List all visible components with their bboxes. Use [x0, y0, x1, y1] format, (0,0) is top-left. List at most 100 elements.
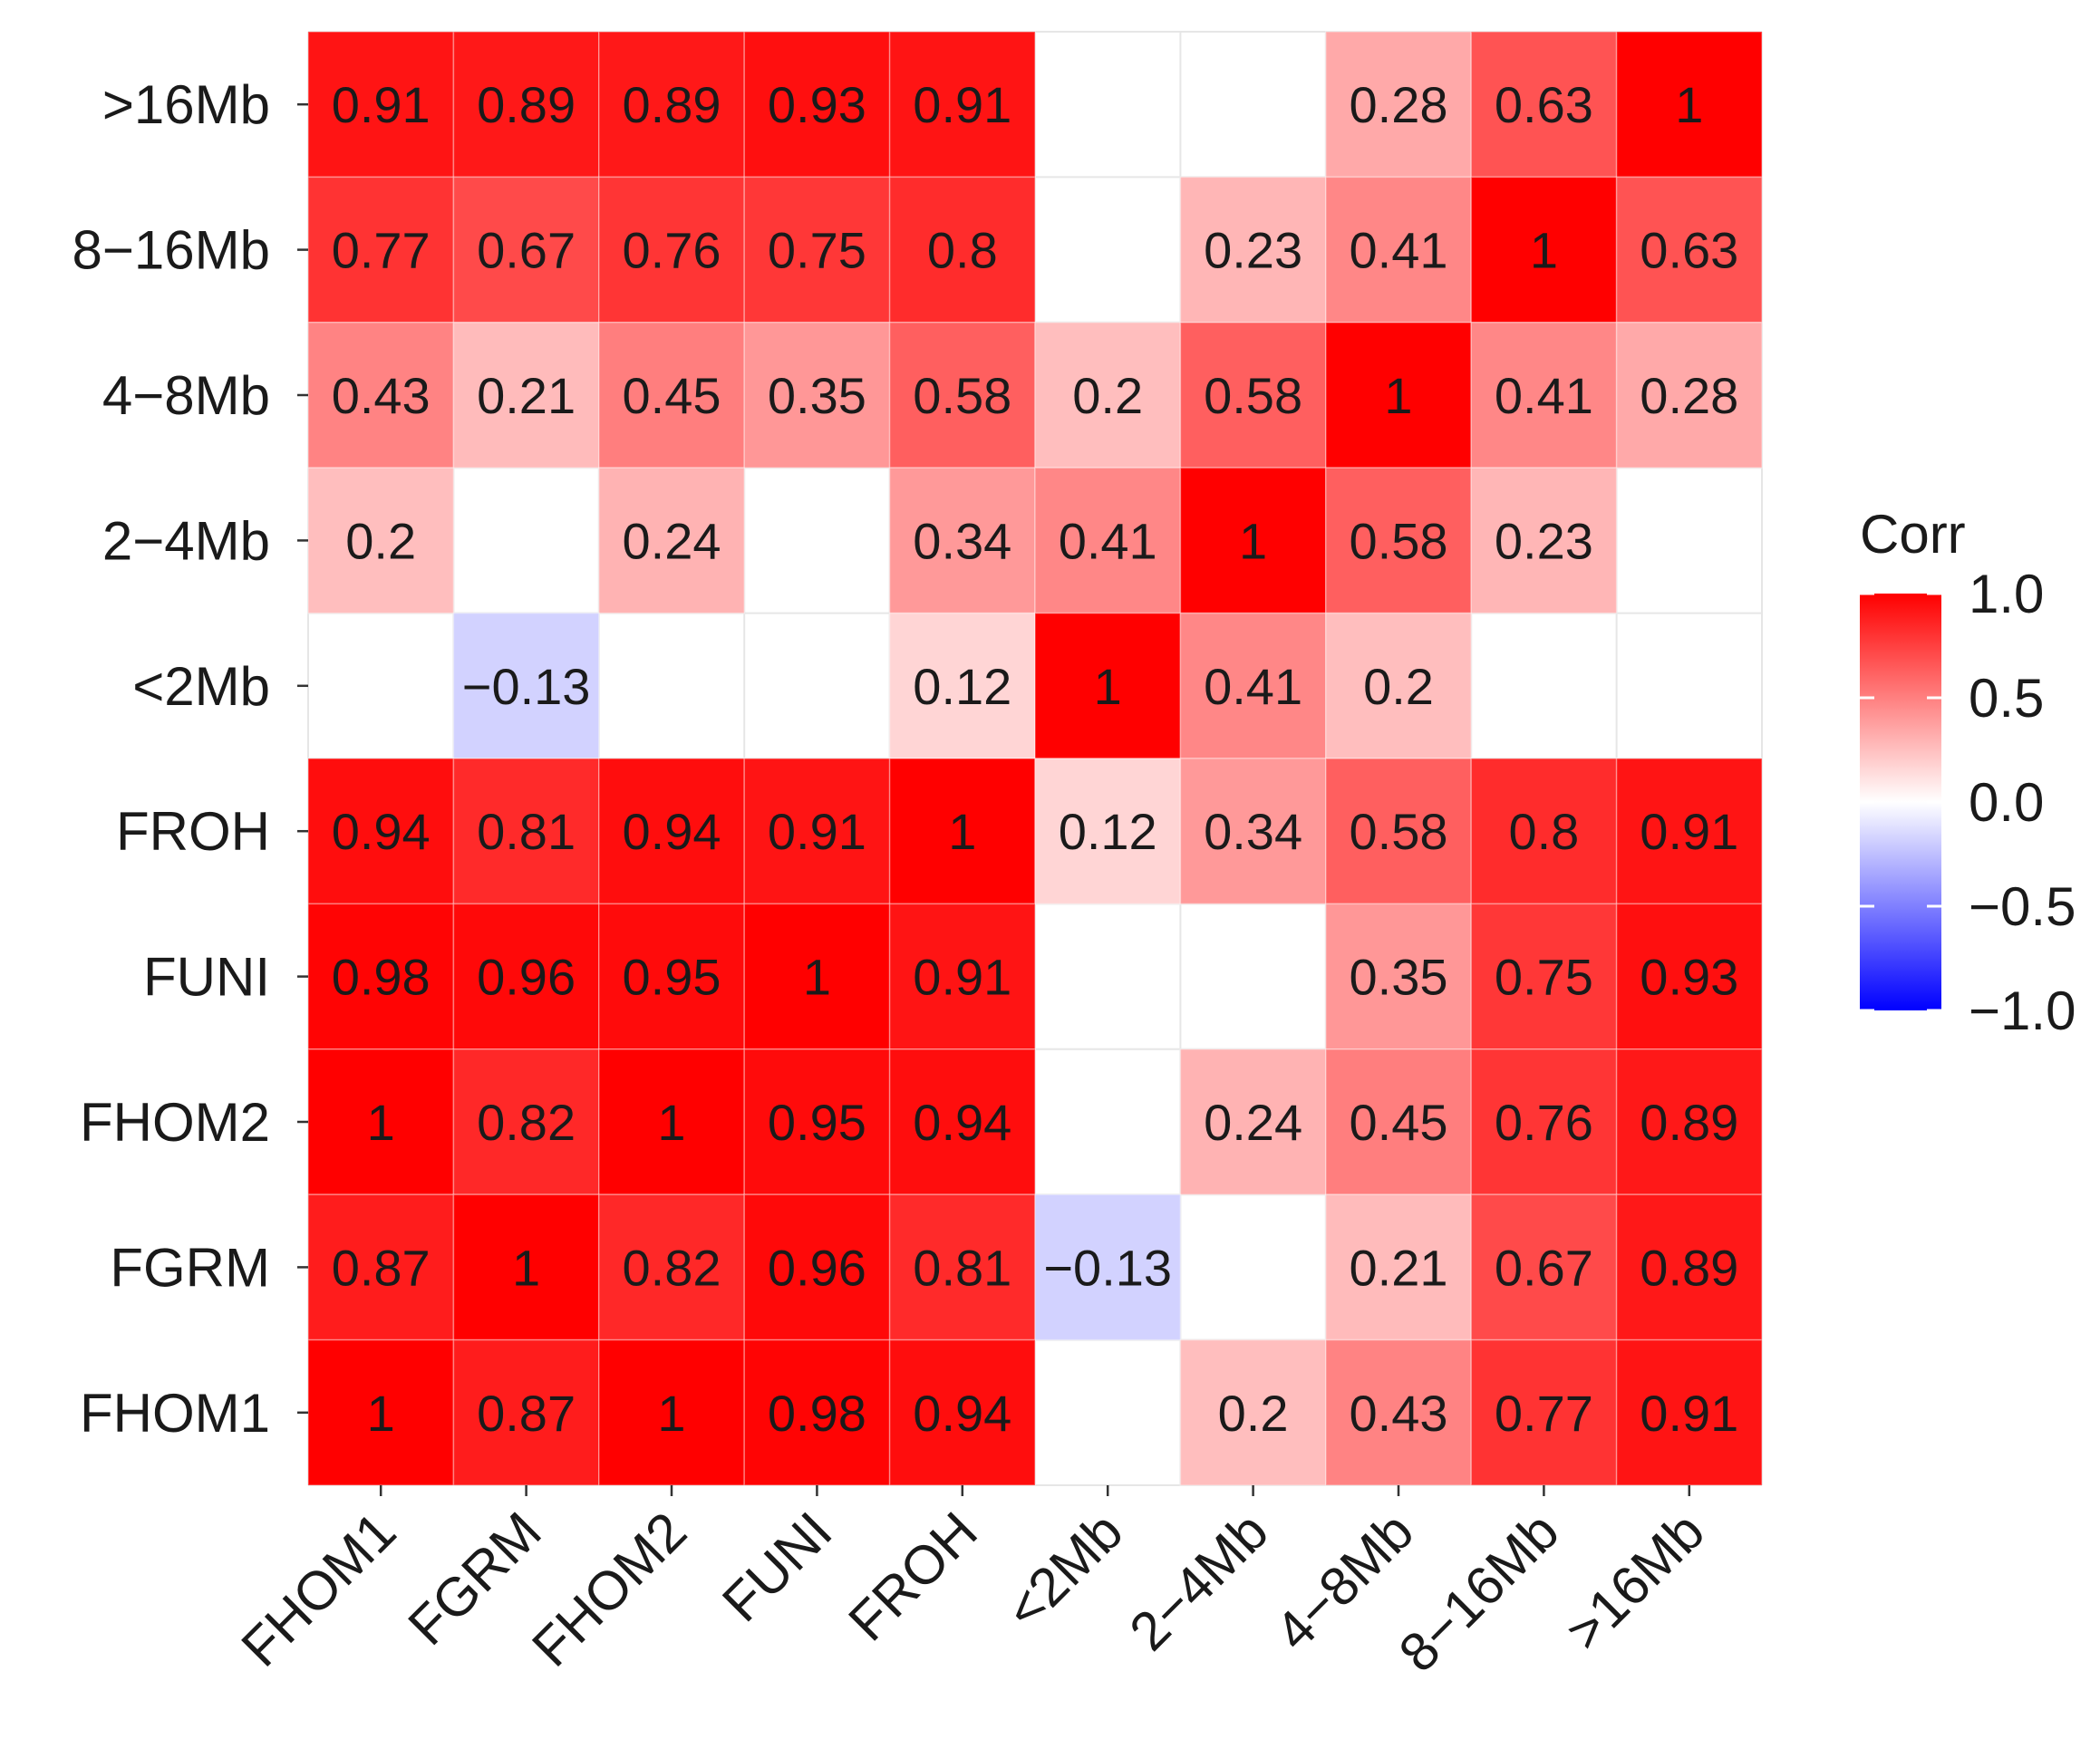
cell-value-label: 0.45: [623, 367, 721, 424]
heatmap-cell: [1470, 176, 1618, 324]
x-tick-label: 2−4Mb: [1118, 1501, 1280, 1662]
cell-value-label: 0.98: [768, 1385, 866, 1442]
heatmap-cell: [743, 1338, 891, 1486]
cell-value-label: 0.21: [477, 367, 576, 424]
cell-value-label: 1: [512, 1239, 540, 1296]
x-tick-label: 8−16Mb: [1388, 1501, 1571, 1684]
cell-value-label: 0.94: [913, 1385, 1011, 1442]
cell-value-label: 0.95: [768, 1094, 866, 1151]
cell-value-label: 0.96: [768, 1239, 866, 1296]
cell-value-label: 0.94: [623, 803, 721, 860]
cell-value-label: 1: [657, 1094, 685, 1151]
heatmap-cell: [307, 467, 455, 614]
cell-value-label: 0.2: [1218, 1385, 1289, 1442]
heatmap-cells: [307, 31, 1763, 1486]
heatmap-cell: [1615, 758, 1763, 905]
cell-value-label: 0.76: [1495, 1094, 1593, 1151]
heatmap-cell: [1325, 467, 1472, 614]
cell-value-label: 1: [1675, 76, 1703, 133]
cell-value-label: 0.28: [1640, 367, 1738, 424]
cell-value-label: 0.77: [332, 222, 431, 279]
heatmap-cell: [1179, 176, 1327, 324]
cell-value-label: 0.23: [1204, 222, 1302, 279]
cell-value-label: 0.34: [1204, 803, 1302, 860]
heatmap-cell: [1179, 322, 1327, 469]
x-tick-label: <2Mb: [994, 1501, 1135, 1641]
cell-value-label: 0.77: [1495, 1385, 1593, 1442]
cell-value-label: 0.87: [477, 1385, 576, 1442]
heatmap-cell: [598, 1338, 745, 1486]
cell-value-label: 0.41: [1204, 658, 1302, 715]
cell-value-label: 0.91: [913, 76, 1011, 133]
cell-value-label: 1: [1094, 658, 1122, 715]
cell-value-label: 0.95: [623, 949, 721, 1006]
cell-value-label: 0.91: [332, 76, 431, 133]
cell-value-label: 1: [1239, 512, 1267, 569]
heatmap-cell: [1470, 31, 1618, 179]
heatmap-cell: [598, 322, 745, 469]
y-tick-label: FUNI: [143, 947, 270, 1008]
cell-value-label: 1: [948, 803, 976, 860]
x-tick-label: FHOM1: [230, 1501, 408, 1678]
heatmap-cell: [1034, 1193, 1182, 1341]
legend-tick-label: 1.0: [1969, 564, 2044, 624]
heatmap-cell: [307, 176, 455, 324]
heatmap-cell: [1615, 1338, 1763, 1486]
x-tick-label: FHOM2: [520, 1501, 698, 1678]
cell-value-label: 0.87: [332, 1239, 431, 1296]
cell-value-label: 0.82: [477, 1094, 576, 1151]
cell-value-label: 1: [367, 1094, 395, 1151]
heatmap-cell: [598, 1048, 745, 1195]
heatmap-cell: [307, 1338, 455, 1486]
cell-value-label: 1: [803, 949, 831, 1006]
heatmap-cell: [307, 903, 455, 1050]
cell-value-label: 0.89: [1640, 1239, 1738, 1296]
legend-title: Corr: [1860, 504, 1966, 565]
heatmap-cell: [598, 903, 745, 1050]
heatmap-cell: [1179, 612, 1327, 759]
cell-value-label: 0.41: [1059, 512, 1157, 569]
cell-value-label: 0.41: [1350, 222, 1448, 279]
heatmap-cell: [743, 758, 891, 905]
heatmap-cell: [888, 176, 1036, 324]
heatmap-cell: [1325, 1193, 1472, 1341]
heatmap-cell: [1470, 1193, 1618, 1341]
heatmap-cell: [888, 1338, 1036, 1486]
cell-value-label: 0.76: [623, 222, 721, 279]
color-legend: Corr 1.0 0.5 0.0 −0.5 −1.0: [1860, 504, 2076, 1041]
y-tick-label: >16Mb: [102, 74, 270, 135]
cell-value-label: 0.67: [1495, 1239, 1593, 1296]
cell-value-label: 0.2: [1363, 658, 1434, 715]
cell-value-label: 0.93: [1640, 949, 1738, 1006]
heatmap-cell: [743, 1048, 891, 1195]
cell-value-label: 0.35: [1350, 949, 1448, 1006]
cell-value-label: 0.91: [1640, 803, 1738, 860]
heatmap-cell: [888, 1193, 1036, 1341]
cell-value-label: 0.81: [913, 1239, 1011, 1296]
cell-value-label: 0.63: [1495, 76, 1593, 133]
cell-value-label: 1: [1530, 222, 1558, 279]
heatmap-cell: [888, 31, 1036, 179]
legend-tick-label: −0.5: [1969, 876, 2076, 937]
cell-value-label: 0.12: [913, 658, 1011, 715]
heatmap-cell: [888, 903, 1036, 1050]
cell-value-label: 0.63: [1640, 222, 1738, 279]
y-tick-label: 8−16Mb: [73, 220, 271, 281]
heatmap-cell: [1325, 612, 1472, 759]
cell-value-label: 1: [367, 1385, 395, 1442]
cell-value-label: 0.89: [477, 76, 576, 133]
heatmap-cell: [1325, 31, 1472, 179]
cell-value-label: 1: [657, 1385, 685, 1442]
heatmap-cell: [452, 1338, 600, 1486]
heatmap-cell: [888, 1048, 1036, 1195]
heatmap-cell: [1034, 758, 1182, 905]
heatmap-cell: [1179, 467, 1327, 614]
heatmap-cell: [1470, 1048, 1618, 1195]
y-tick-label: <2Mb: [132, 656, 270, 717]
heatmap-cell: [307, 1048, 455, 1195]
cell-value-label: 0.67: [477, 222, 576, 279]
cell-value-label: 0.28: [1350, 76, 1448, 133]
cell-value-label: 0.58: [913, 367, 1011, 424]
cell-value-label: 0.12: [1059, 803, 1157, 860]
